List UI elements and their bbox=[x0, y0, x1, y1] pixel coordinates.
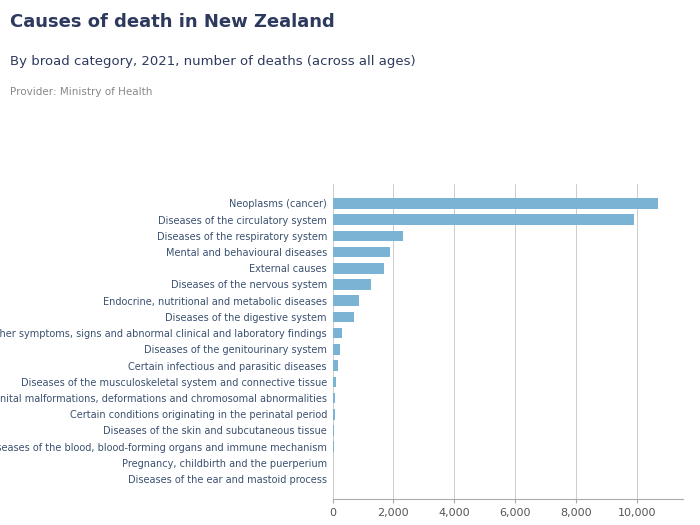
Bar bbox=[332, 425, 335, 436]
Bar bbox=[332, 279, 372, 290]
Bar bbox=[332, 296, 359, 306]
Bar bbox=[332, 360, 338, 371]
Bar bbox=[332, 214, 634, 225]
Bar bbox=[332, 328, 342, 339]
Bar bbox=[332, 263, 384, 274]
Bar bbox=[332, 393, 335, 403]
Bar bbox=[332, 198, 658, 208]
Bar bbox=[332, 442, 334, 452]
Bar bbox=[332, 458, 333, 468]
Bar bbox=[332, 376, 336, 387]
Bar bbox=[332, 409, 335, 419]
Bar bbox=[332, 344, 340, 354]
Bar bbox=[332, 230, 402, 241]
Bar bbox=[332, 247, 391, 257]
Text: Provider: Ministry of Health: Provider: Ministry of Health bbox=[10, 87, 153, 97]
Text: By broad category, 2021, number of deaths (across all ages): By broad category, 2021, number of death… bbox=[10, 55, 416, 68]
Text: figure.nz: figure.nz bbox=[594, 17, 671, 33]
Text: Causes of death in New Zealand: Causes of death in New Zealand bbox=[10, 13, 335, 31]
Bar bbox=[332, 312, 354, 322]
